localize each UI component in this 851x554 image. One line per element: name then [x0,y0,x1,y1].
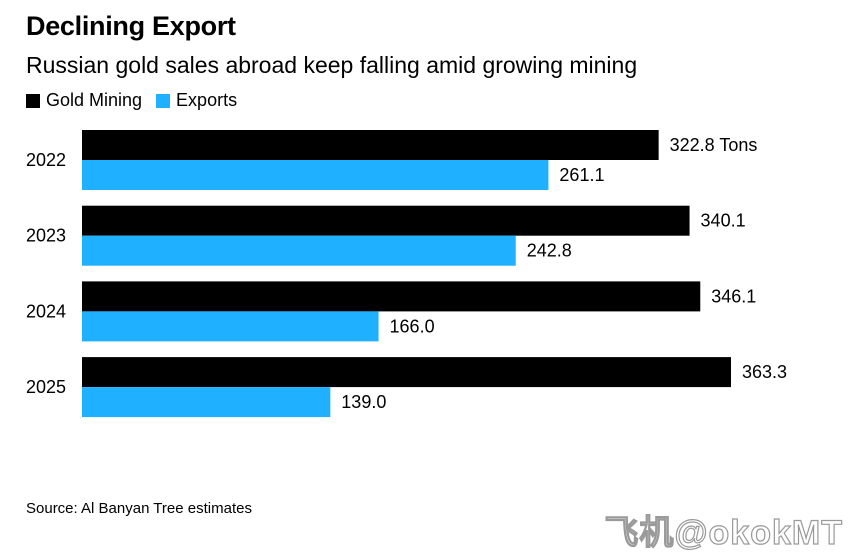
legend-swatch-gold-mining [26,93,40,108]
data-label-gold-mining-2023: 340.1 [701,211,746,231]
category-label-2023: 2023 [26,226,66,246]
bar-exports-2025 [82,387,331,418]
data-label-gold-mining-2025: 363.3 [742,362,787,382]
bar-gold-mining-2025 [82,357,731,388]
data-label-gold-mining-2022: 322.8 Tons [670,135,758,155]
chart-subtitle: Russian gold sales abroad keep falling a… [26,52,638,78]
legend-item-exports: Exports [156,90,237,111]
bar-gold-mining-2024 [82,281,701,312]
source-note: Source: Al Banyan Tree estimates [26,500,252,517]
chart-title: Declining Export [26,11,236,41]
category-label-2025: 2025 [26,377,66,397]
bar-exports-2024 [82,311,379,342]
legend-label-gold-mining: Gold Mining [46,90,143,110]
chart-legend: Gold Mining Exports [26,90,251,111]
data-label-exports-2022: 261.1 [559,165,604,185]
legend-label-exports: Exports [176,90,238,110]
data-label-gold-mining-2024: 346.1 [711,286,756,306]
bar-gold-mining-2022 [82,130,659,160]
category-label-2024: 2024 [26,301,66,321]
data-label-exports-2024: 166.0 [390,316,435,336]
legend-item-gold-mining: Gold Mining [26,90,142,111]
legend-swatch-exports [156,93,171,108]
bar-exports-2023 [82,235,516,266]
bar-gold-mining-2023 [82,205,690,236]
bar-exports-2022 [82,160,549,190]
data-label-exports-2023: 242.8 [527,241,572,261]
watermark: 飞机@okokMT [604,513,843,552]
category-label-2022: 2022 [26,150,66,170]
data-label-exports-2025: 139.0 [341,392,386,412]
